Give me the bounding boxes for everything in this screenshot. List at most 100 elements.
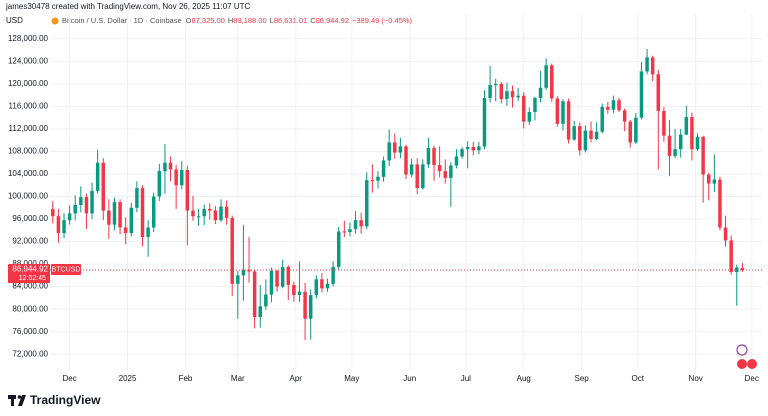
y-tick-label: 124,000.00 xyxy=(8,56,49,65)
candle-body xyxy=(342,231,347,233)
candle-body xyxy=(611,100,616,110)
candle-body xyxy=(471,146,476,151)
candle-body xyxy=(426,148,431,165)
y-tick-label: 100,000.00 xyxy=(8,192,49,201)
candle-body xyxy=(163,162,167,172)
candle-body xyxy=(695,136,700,150)
candle-body xyxy=(67,213,72,221)
legend: Bitcoin / U.S. Dollar · 1D · Coinbase O87… xyxy=(62,16,413,25)
candle-body xyxy=(421,164,425,189)
candle-body xyxy=(740,267,745,271)
candle-body xyxy=(303,291,307,319)
candle-body xyxy=(493,83,498,85)
candle-body xyxy=(95,162,100,191)
legend-key: L xyxy=(270,16,274,25)
candle-body xyxy=(73,204,77,214)
candle-body xyxy=(275,270,279,287)
candle-body xyxy=(656,74,661,111)
candle-body xyxy=(505,91,509,100)
candle-body xyxy=(555,98,560,124)
candle-body xyxy=(191,210,195,217)
symbol-tag-box xyxy=(51,264,81,276)
candle-body xyxy=(460,149,464,157)
candle-body xyxy=(241,269,246,276)
legend-value: 86,944.92 xyxy=(316,16,349,25)
candle-body xyxy=(516,95,520,98)
candle-body xyxy=(168,162,173,170)
candle-body xyxy=(365,180,369,227)
candle-body xyxy=(230,217,234,284)
candle-body xyxy=(544,65,548,88)
candle-body xyxy=(219,206,223,221)
legend-value: 86,631.01 xyxy=(274,16,307,25)
x-tick-label: May xyxy=(344,374,359,383)
icon xyxy=(747,359,757,369)
candle-body xyxy=(723,227,728,241)
icon xyxy=(737,359,747,369)
candle-body xyxy=(600,106,604,132)
candle-body xyxy=(634,117,638,143)
candle-body xyxy=(477,146,481,151)
candle-body xyxy=(667,135,672,156)
y-tick-label: 92,000.00 xyxy=(12,237,48,246)
candle-body xyxy=(370,180,375,182)
candle-body xyxy=(628,121,632,143)
x-tick-label: Sep xyxy=(575,374,590,383)
candle-body xyxy=(202,208,206,217)
candle-body xyxy=(533,97,537,113)
candle-body xyxy=(213,210,218,221)
candle-body xyxy=(662,110,666,136)
candle-body xyxy=(308,295,313,319)
candle-body xyxy=(247,269,251,272)
y-tick-label: 76,000.00 xyxy=(12,327,48,336)
candle-body xyxy=(258,306,262,318)
candle-body xyxy=(51,208,55,217)
candle-body xyxy=(90,190,94,214)
candle-body xyxy=(712,179,717,184)
candle-body xyxy=(269,270,274,295)
candle-body xyxy=(566,101,571,140)
y-tick-label: 88,000.00 xyxy=(12,259,48,268)
y-tick-label: 112,000.00 xyxy=(9,124,49,133)
countdown: 12:52:45 xyxy=(19,275,46,282)
candle-body xyxy=(62,220,66,234)
candle-body xyxy=(157,171,162,197)
candle-body xyxy=(264,294,268,307)
candle-body xyxy=(701,136,705,175)
candle-body xyxy=(409,164,414,175)
candle-body xyxy=(348,229,352,232)
x-tick-label: Jun xyxy=(403,374,416,383)
candle-body xyxy=(84,197,89,214)
candle-body xyxy=(650,57,655,75)
legend-change: −389.49 (−0.45%) xyxy=(352,16,413,25)
candle-body xyxy=(280,266,285,287)
y-tick-label: 104,000.00 xyxy=(8,169,49,178)
x-tick-label: Aug xyxy=(517,374,531,383)
x-tick-label: 2025 xyxy=(119,374,137,383)
author-line: james30478 created with TradingView.com,… xyxy=(5,2,251,11)
candle-body xyxy=(135,188,139,208)
y-tick-label: 128,000.00 xyxy=(8,34,49,43)
y-tick-label: 108,000.00 xyxy=(8,147,49,156)
candle-body xyxy=(140,188,145,238)
candle-body xyxy=(185,170,190,211)
candle-body xyxy=(583,130,588,151)
candle-body xyxy=(107,210,111,225)
candle-body xyxy=(398,146,403,153)
candle-body xyxy=(454,156,459,166)
candle-body xyxy=(393,142,397,153)
currency-label: USD xyxy=(6,16,23,25)
candle-body xyxy=(56,216,61,234)
candle-body xyxy=(314,279,319,296)
candle-body xyxy=(336,231,341,267)
candle-body xyxy=(718,179,722,228)
candle-body xyxy=(594,131,599,140)
candle-body xyxy=(729,240,733,272)
price-label-box xyxy=(8,264,50,284)
candle-body xyxy=(123,227,128,234)
candle-body xyxy=(437,164,442,172)
candle-body xyxy=(488,84,492,98)
y-tick-label: 116,000.00 xyxy=(9,101,49,110)
